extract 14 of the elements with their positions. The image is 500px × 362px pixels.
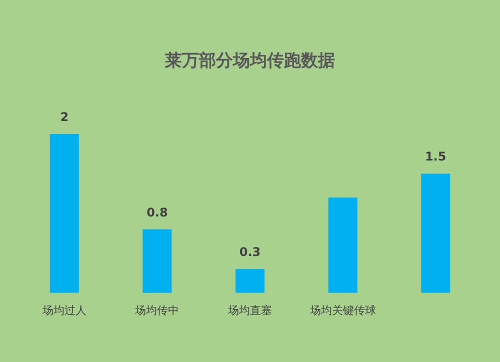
bar: [50, 134, 79, 293]
bar: [142, 229, 172, 293]
x-tick-label: 场均传中: [134, 304, 180, 317]
bar: [328, 198, 358, 293]
x-tick-label: 场均过人: [41, 304, 86, 317]
bar: [236, 268, 264, 293]
chart-title: 莱万部分场均传跑数据: [164, 51, 335, 71]
data-label: 2: [60, 110, 69, 124]
data-label: 0.8: [146, 205, 168, 220]
x-tick-label: 场均关键传球: [308, 304, 376, 317]
data-label: 1.5: [424, 150, 446, 164]
x-tick-label: 场均直塞: [227, 304, 272, 317]
bar: [421, 174, 450, 293]
data-label: 0.3: [239, 244, 261, 259]
